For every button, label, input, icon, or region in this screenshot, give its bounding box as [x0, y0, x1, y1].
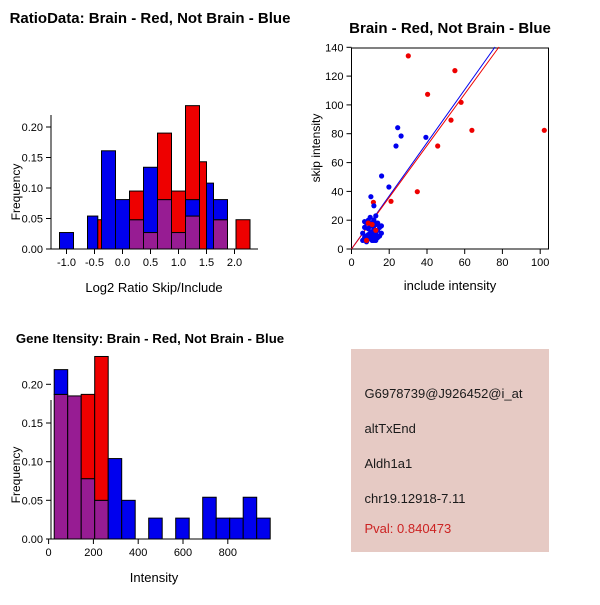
svg-text:Frequency: Frequency: [9, 447, 23, 504]
svg-text:100: 100: [325, 100, 343, 112]
svg-text:0.05: 0.05: [22, 495, 43, 507]
svg-text:0.20: 0.20: [22, 122, 43, 134]
svg-text:40: 40: [331, 186, 343, 198]
svg-text:RatioData: Brain - Red, Not Br: RatioData: Brain - Red, Not Brain - Blue: [10, 10, 291, 27]
svg-text:40: 40: [421, 257, 433, 269]
svg-text:80: 80: [496, 257, 508, 269]
svg-text:20: 20: [331, 215, 343, 227]
svg-text:skip intensity: skip intensity: [309, 114, 323, 183]
svg-text:0: 0: [46, 547, 52, 559]
svg-text:chr19.12918-7.11: chr19.12918-7.11: [365, 491, 466, 506]
svg-text:0.05: 0.05: [22, 214, 43, 226]
svg-text:0.10: 0.10: [22, 183, 43, 195]
svg-text:0.00: 0.00: [22, 244, 43, 256]
svg-text:600: 600: [174, 547, 192, 559]
svg-text:-0.5: -0.5: [85, 257, 104, 269]
svg-text:altTxEnd: altTxEnd: [365, 421, 416, 436]
svg-text:0.20: 0.20: [22, 379, 43, 391]
svg-text:120: 120: [325, 71, 343, 83]
svg-text:0.0: 0.0: [115, 257, 130, 269]
svg-text:0: 0: [337, 244, 343, 256]
svg-text:140: 140: [325, 42, 343, 54]
svg-text:1.0: 1.0: [171, 257, 186, 269]
svg-text:0.5: 0.5: [143, 257, 158, 269]
svg-text:200: 200: [84, 547, 102, 559]
svg-text:1.5: 1.5: [199, 257, 214, 269]
svg-text:0.10: 0.10: [22, 457, 43, 469]
svg-text:include intensity: include intensity: [404, 278, 497, 293]
svg-text:Aldh1a1: Aldh1a1: [365, 456, 413, 471]
svg-text:Log2 Ratio Skip/Include: Log2 Ratio Skip/Include: [85, 280, 222, 295]
svg-text:0.15: 0.15: [22, 153, 43, 165]
svg-text:400: 400: [129, 547, 147, 559]
svg-text:2.0: 2.0: [227, 257, 242, 269]
svg-text:Gene Itensity: Brain - Red, No: Gene Itensity: Brain - Red, Not Brain - …: [16, 331, 284, 346]
svg-text:Brain - Red, Not Brain - Blue: Brain - Red, Not Brain - Blue: [349, 20, 551, 37]
svg-text:Frequency: Frequency: [9, 164, 23, 221]
svg-text:20: 20: [383, 257, 395, 269]
svg-text:Pval: 0.840473: Pval: 0.840473: [365, 521, 452, 536]
svg-text:Intensity: Intensity: [130, 570, 179, 585]
svg-text:60: 60: [331, 158, 343, 170]
svg-text:G6978739@J926452@i_at: G6978739@J926452@i_at: [365, 386, 523, 401]
svg-text:-1.0: -1.0: [57, 257, 76, 269]
svg-text:0: 0: [348, 257, 354, 269]
svg-text:60: 60: [459, 257, 471, 269]
svg-text:100: 100: [531, 257, 549, 269]
svg-text:800: 800: [219, 547, 237, 559]
svg-text:0.00: 0.00: [22, 534, 43, 546]
svg-text:80: 80: [331, 129, 343, 141]
svg-text:0.15: 0.15: [22, 418, 43, 430]
